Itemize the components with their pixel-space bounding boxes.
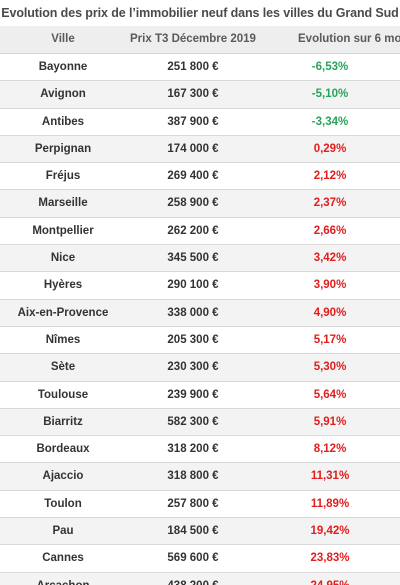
cell-price: 269 400 € — [167, 170, 219, 183]
cell-city: Fréjus — [45, 170, 81, 183]
cell-evolution: 3,90% — [313, 279, 347, 292]
cell-price: 230 300 € — [167, 361, 219, 374]
table-row: Toulouse 239 900 € 5,64% — [0, 381, 400, 409]
table-body: Bayonne 251 800 € -6,53% Avignon 167 300 € -5… — [0, 54, 400, 585]
cell-evolution: 24,95% — [260, 573, 400, 585]
cell-evolution: 2,66% — [313, 224, 347, 237]
header-evolution: Evolution sur 6 mois — [298, 33, 400, 45]
table-row: Cannes 569 600 € 23,83% — [0, 545, 400, 573]
cell-evolution: -6,53% — [311, 61, 349, 73]
cell-price: 251 800 € — [167, 61, 219, 73]
cell-city: Aix-en-Provence — [17, 306, 109, 319]
cell-price: 438 200 € — [126, 573, 260, 585]
cell-evolution: -3,34% — [311, 115, 349, 128]
table-row: Ajaccio 318 800 € 11,31% — [0, 463, 400, 491]
cell-price: 257 800 € — [167, 497, 219, 510]
cell-price: 262 200 € — [167, 224, 219, 237]
table-row: Biarritz 582 300 € 5,91% — [0, 408, 400, 437]
page-title: Evolution des prix de l’immobilier neuf … — [1, 6, 399, 20]
cell-evolution: 2,12% — [313, 170, 347, 183]
table-row: Nîmes 205 300 € 5,17% — [0, 326, 400, 355]
cell-city: Nice — [50, 252, 76, 265]
cell-evolution: 8,12% — [313, 443, 347, 456]
table-row: Fréjus 269 400 € 2,12% — [0, 163, 400, 191]
table-row: Hyères 290 100 € 3,90% — [0, 272, 400, 300]
table-header: Ville Prix T3 Décembre 2019 Evolution su… — [0, 26, 400, 54]
cell-price: 318 800 € — [167, 470, 219, 483]
header-city: Ville — [51, 33, 75, 45]
cell-city: Sète — [50, 361, 76, 374]
table-row: Bordeaux 318 200 € 8,12% — [0, 436, 400, 464]
cell-price: 387 900 € — [167, 115, 219, 128]
cell-city: Cannes — [42, 552, 84, 565]
cell-price: 569 600 € — [167, 552, 219, 565]
cell-evolution: 0,29% — [313, 142, 347, 155]
cell-evolution: 5,30% — [313, 361, 347, 374]
table-row: Pau 184 500 € 19,42% — [0, 518, 400, 546]
cell-price: 239 900 € — [167, 388, 219, 401]
cell-city: Nîmes — [45, 333, 81, 346]
cell-price: 582 300 € — [167, 415, 219, 428]
cell-evolution: 11,89% — [310, 497, 350, 510]
cell-evolution: 2,37% — [313, 197, 347, 210]
table-row: Toulon 257 800 € 11,89% — [0, 490, 400, 519]
table-row: Aix-en-Provence 338 000 € 4,90% — [0, 299, 400, 327]
cell-price: 184 500 € — [167, 525, 219, 538]
cell-evolution: 23,83% — [310, 552, 350, 565]
cell-evolution: 5,64% — [313, 388, 347, 401]
table-row: Antibes 387 900 € -3,34% — [0, 108, 400, 136]
price-table: Ville Prix T3 Décembre 2019 Evolution su… — [0, 26, 400, 585]
cell-city: Bordeaux — [36, 443, 90, 456]
cell-price: 205 300 € — [167, 333, 219, 346]
cell-evolution: 19,42% — [310, 525, 350, 538]
cell-city: Montpellier — [32, 224, 94, 237]
table-row: Bayonne 251 800 € -6,53% — [0, 54, 400, 82]
cell-evolution: 3,42% — [313, 252, 347, 265]
cell-evolution: 5,17% — [313, 333, 347, 346]
table-row: Perpignan 174 000 € 0,29% — [0, 135, 400, 164]
cell-evolution: 11,31% — [310, 470, 350, 483]
cell-price: 345 500 € — [167, 252, 219, 265]
cell-city: Biarritz — [43, 415, 83, 428]
cell-city: Bayonne — [38, 61, 88, 73]
cell-price: 318 200 € — [167, 443, 219, 456]
cell-city: Toulon — [44, 497, 82, 510]
table-row: Marseille 258 900 € 2,37% — [0, 190, 400, 218]
cell-city: Marseille — [38, 197, 88, 210]
cell-city: Arcachon — [0, 573, 126, 585]
table-row: Sète 230 300 € 5,30% — [0, 354, 400, 382]
cell-evolution: -5,10% — [311, 88, 349, 101]
cell-evolution: 5,91% — [313, 415, 347, 428]
cell-price: 174 000 € — [167, 142, 219, 155]
table-row: Montpellier 262 200 € 2,66% — [0, 217, 400, 246]
cell-city: Perpignan — [34, 142, 92, 155]
cell-city: Antibes — [41, 115, 85, 128]
cell-city: Ajaccio — [42, 470, 84, 483]
table-row: Avignon 167 300 € -5,10% — [0, 81, 400, 109]
table-row: Nice 345 500 € 3,42% — [0, 245, 400, 273]
cell-price: 338 000 € — [167, 306, 219, 319]
cell-city: Toulouse — [37, 388, 89, 401]
cell-price: 290 100 € — [167, 279, 219, 292]
cell-price: 258 900 € — [167, 197, 219, 210]
header-price: Prix T3 Décembre 2019 — [130, 33, 256, 45]
cell-city: Avignon — [40, 88, 86, 101]
cell-evolution: 4,90% — [313, 306, 347, 319]
table-row: Arcachon438 200 €24,95% — [0, 572, 400, 585]
cell-city: Hyères — [43, 279, 83, 292]
cell-city: Pau — [52, 525, 74, 538]
cell-price: 167 300 € — [167, 88, 219, 101]
